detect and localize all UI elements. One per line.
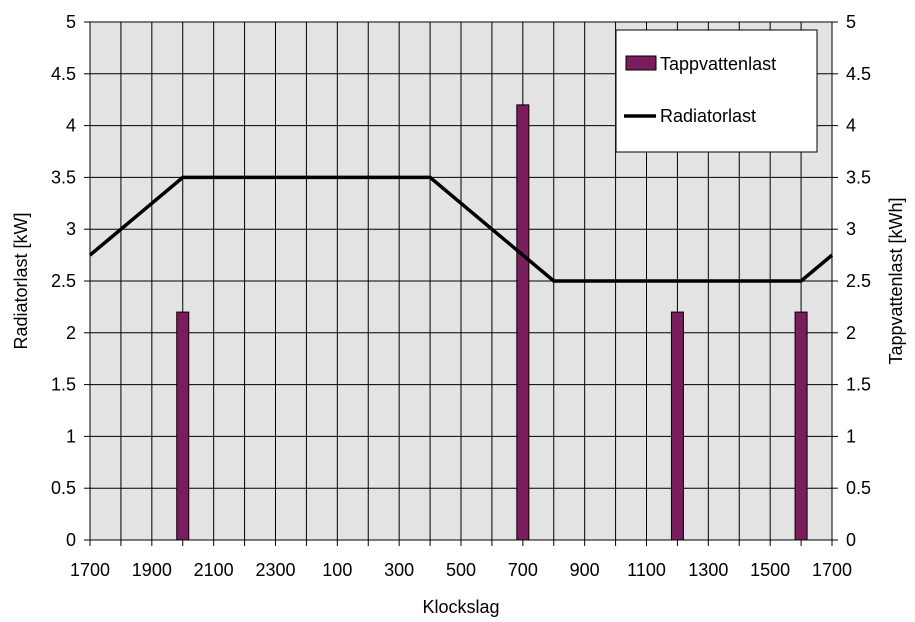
legend-box xyxy=(615,29,818,153)
y-tick-label-left: 3 xyxy=(66,219,76,239)
y-tick-label-left: 1 xyxy=(66,426,76,446)
y-tick-label-right: 3.5 xyxy=(846,167,871,187)
y-tick-label-left: 0.5 xyxy=(51,478,76,498)
bar-tappvattenlast xyxy=(670,311,684,541)
y-tick-label-left: 1.5 xyxy=(51,375,76,395)
x-tick-label: 1900 xyxy=(132,560,172,580)
tick-labels: 0 0 0.5 0.5 1 1 1.5 1.5 2 2 2.5 2.5 3 3 3.5 3.5 4 4 4.5 4.5… xyxy=(51,12,871,580)
x-tick-label: 1300 xyxy=(688,560,728,580)
y-tick-label-right: 1 xyxy=(846,426,856,446)
axes xyxy=(84,21,838,546)
y-tick-label-left: 2 xyxy=(66,323,76,343)
y-tick-label-right: 1.5 xyxy=(846,375,871,395)
y-tick-label-right: 0 xyxy=(846,530,856,550)
x-tick-label: 700 xyxy=(508,560,538,580)
y-tick-label-right: 4 xyxy=(846,116,856,136)
y-tick-label-left: 5 xyxy=(66,12,76,32)
y-tick-label-left: 4 xyxy=(66,116,76,136)
x-tick-label: 2300 xyxy=(255,560,295,580)
y-tick-label-right: 0.5 xyxy=(846,478,871,498)
y-tick-label-left: 2.5 xyxy=(51,271,76,291)
bar-tappvattenlast xyxy=(794,311,808,541)
x-tick-label: 1700 xyxy=(70,560,110,580)
y-tick-label-left: 4.5 xyxy=(51,64,76,84)
y-tick-label-right: 4.5 xyxy=(846,64,871,84)
y-tick-label-right: 5 xyxy=(846,12,856,32)
x-tick-label: 300 xyxy=(384,560,414,580)
x-tick-label: 1700 xyxy=(812,560,852,580)
legend-label-radiatorlast: Radiatorlast xyxy=(660,106,756,126)
x-tick-label: 1100 xyxy=(627,560,666,580)
y-tick-label-right: 3 xyxy=(846,219,856,239)
y-tick-label-right: 2.5 xyxy=(846,271,871,291)
radiator-line xyxy=(88,175,834,283)
legend-swatch-tappvattenlast xyxy=(625,55,657,71)
y-tick-label-right: 2 xyxy=(846,323,856,343)
x-tick-label: 1500 xyxy=(750,560,790,580)
x-tick-label: 100 xyxy=(322,560,352,580)
legend: Tappvattenlast Radiatorlast xyxy=(615,29,818,153)
y-tick-label-left: 3.5 xyxy=(51,167,76,187)
legend-label-tappvattenlast: Tappvattenlast xyxy=(660,54,776,74)
y-tick-label-left: 0 xyxy=(66,530,76,550)
bar-tappvattenlast xyxy=(176,311,190,541)
x-axis-title: Klockslag xyxy=(422,597,499,617)
left-axis-title: Radiatorlast [kW] xyxy=(11,212,31,349)
x-tick-label: 2100 xyxy=(194,560,234,580)
right-axis-title: Tappvattenlast [kWh] xyxy=(886,197,906,364)
bar-tappvattenlast xyxy=(516,104,530,541)
x-tick-label: 500 xyxy=(446,560,476,580)
x-tick-label: 900 xyxy=(570,560,600,580)
